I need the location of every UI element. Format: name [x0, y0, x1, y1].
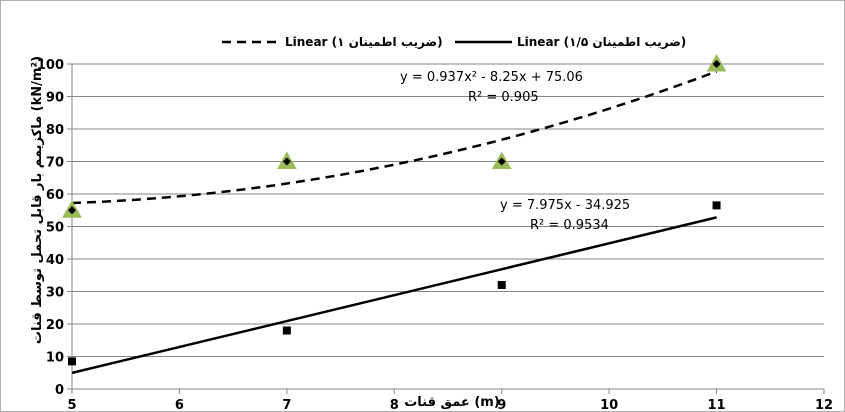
data-point-diamond	[497, 157, 506, 166]
y-tick-label: 70	[46, 156, 64, 171]
x-tick-label: 5	[67, 398, 76, 412]
legend-label-solid: Linear (ضریب اطمینان ۱/۵)	[517, 35, 686, 49]
markers	[62, 53, 727, 366]
legend-label-dashed: Linear (ضریب اطمینان ۱)	[285, 35, 443, 49]
gridlines	[72, 63, 824, 357]
y-tick-label: 30	[46, 286, 64, 301]
y-tick-label: 40	[46, 253, 64, 268]
x-tick-label: 6	[175, 398, 184, 412]
x-tick-label: 12	[815, 398, 833, 412]
legend: Linear (ضریب اطمینان ۱) Linear (ضریب اطم…	[222, 35, 686, 49]
y-tick-label: 80	[46, 123, 64, 138]
y-tick-label: 100	[37, 58, 64, 73]
axes: 0 10 20 30 40 50 60 70 80 90 100 5 6 7 8 9 10 11 12	[37, 58, 833, 412]
y-tick-label: 10	[46, 351, 64, 366]
y-tick-label: 0	[55, 383, 64, 398]
x-tick-label: 7	[282, 398, 291, 412]
data-point-square	[497, 281, 506, 289]
x-tick-label: 11	[708, 398, 726, 412]
trend-equation-poly: y = 0.937x² - 8.25x + 75.06	[400, 70, 583, 85]
x-tick-label: 9	[497, 398, 506, 412]
data-point-square	[68, 357, 76, 366]
trend-equation-linear: y = 7.975x - 34.925	[500, 198, 630, 213]
y-axis-title: ماکزیمم بار قابل تحمل توسط قنات (kN/m²)	[30, 56, 45, 344]
trend-r2-linear: R² = 0.9534	[530, 218, 609, 233]
y-tick-label: 20	[46, 318, 64, 333]
data-point-square	[282, 326, 291, 335]
trendlines	[71, 70, 718, 375]
y-tick-label: 60	[46, 188, 64, 203]
x-axis-title: عمق قنات (m)	[404, 395, 500, 410]
x-tick-label: 10	[600, 398, 618, 412]
data-point-diamond	[282, 157, 291, 166]
y-tick-label: 90	[46, 91, 64, 106]
x-tick-label: 8	[390, 398, 399, 412]
data-point-diamond	[68, 206, 76, 215]
data-point-diamond	[712, 60, 721, 68]
data-point-square	[712, 201, 721, 210]
trend-r2-poly: R² = 0.905	[468, 90, 539, 105]
trendline-polynomial	[71, 70, 718, 205]
trendline-linear	[71, 216, 717, 375]
y-tick-label: 50	[46, 221, 64, 236]
